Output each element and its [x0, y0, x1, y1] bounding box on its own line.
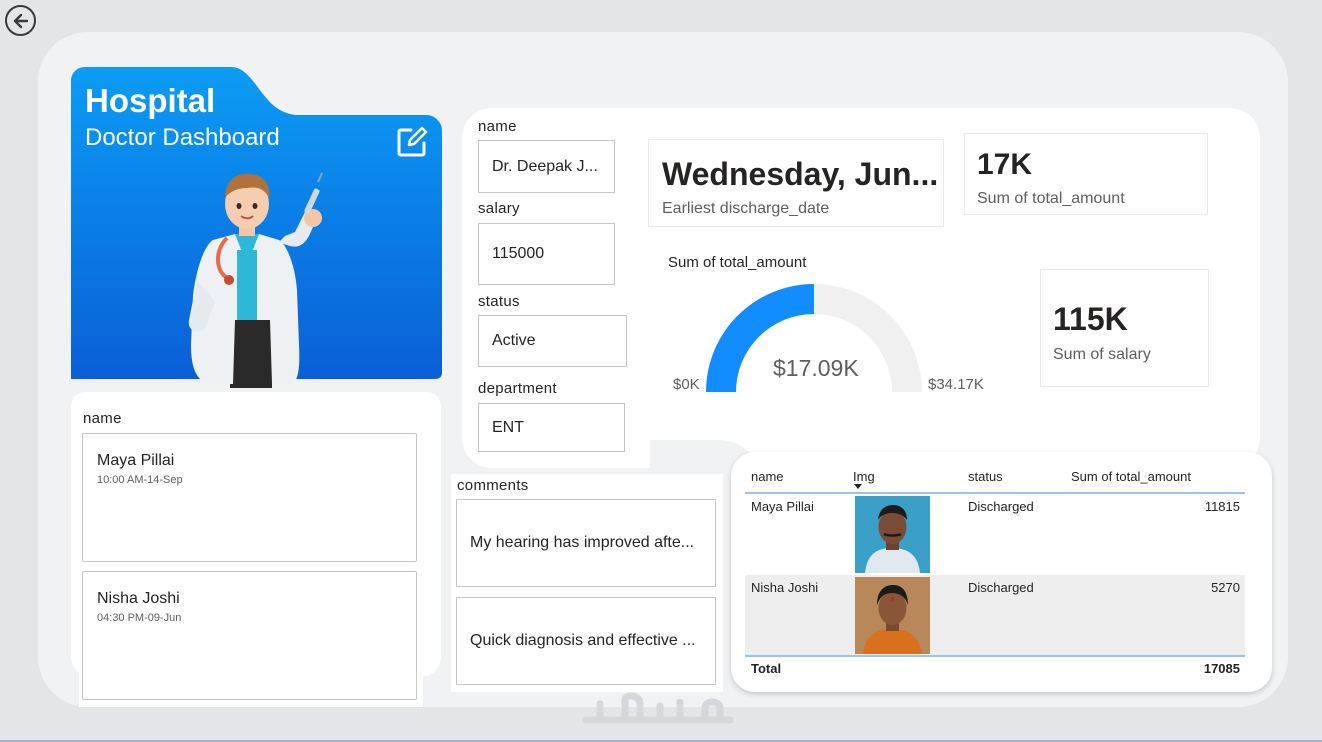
- cell-status: Discharged: [968, 499, 1034, 514]
- gauge-title: Sum of total_amount: [668, 254, 807, 271]
- header-divider: [745, 492, 1245, 494]
- watermark-logo: [580, 690, 740, 740]
- department-slicer[interactable]: ENT: [478, 403, 625, 452]
- table-row[interactable]: [745, 494, 1245, 575]
- bottom-border: [0, 740, 1322, 742]
- patient-card[interactable]: Maya Pillai 10:00 AM-14-Sep: [82, 433, 417, 562]
- total-amount-label: Sum of total_amount: [977, 190, 1125, 207]
- back-button[interactable]: [5, 5, 36, 36]
- watermark-mark: [582, 692, 734, 724]
- comments-label: comments: [457, 477, 529, 494]
- total-divider: [745, 655, 1245, 657]
- total-label: Total: [751, 661, 782, 676]
- gauge-min: $0K: [673, 376, 700, 393]
- department-label: department: [478, 380, 557, 397]
- patient-name: Nisha Joshi: [97, 590, 180, 607]
- salary-slicer[interactable]: 115000: [478, 223, 615, 285]
- doctor-illustration: [188, 172, 323, 388]
- total-amount-card: 17K Sum of total_amount: [964, 133, 1208, 215]
- cell-amount: 11815: [1204, 499, 1240, 514]
- patients-slicer-label: name: [83, 410, 122, 427]
- cell-status: Discharged: [968, 580, 1034, 595]
- doctor-name-slicer[interactable]: Dr. Deepak J...: [478, 140, 615, 193]
- column-header-img[interactable]: Img: [853, 469, 875, 484]
- patient-name: Maya Pillai: [97, 452, 175, 469]
- appointment-time: 04:30 PM-09-Jun: [97, 612, 182, 624]
- cell-name: Maya Pillai: [751, 499, 814, 514]
- cell-amount: 5270: [1211, 580, 1240, 595]
- comment-item[interactable]: Quick diagnosis and effective ...: [456, 597, 716, 685]
- total-amount-value: 17K: [977, 148, 1033, 181]
- salary-kpi-label: Sum of salary: [1053, 346, 1151, 363]
- column-header-name[interactable]: name: [751, 469, 784, 484]
- column-header-amount[interactable]: Sum of total_amount: [1071, 469, 1191, 484]
- arrow-left-icon: [13, 13, 28, 28]
- patient-card[interactable]: Nisha Joshi 04:30 PM-09-Jun: [82, 571, 417, 700]
- discharge-date-card: Wednesday, Jun... Earliest discharge_dat…: [648, 139, 944, 227]
- column-header-status[interactable]: status: [968, 469, 1003, 484]
- sort-desc-icon[interactable]: [853, 484, 863, 490]
- discharge-date-value: Wednesday, Jun...: [662, 156, 939, 192]
- gauge-max: $34.17K: [928, 376, 984, 393]
- edit-icon[interactable]: [396, 125, 429, 158]
- gauge-fill: [706, 284, 814, 392]
- table-row[interactable]: [745, 575, 1245, 655]
- salary-label: salary: [478, 200, 520, 217]
- patient-photo: [855, 577, 930, 654]
- appointment-time: 10:00 AM-14-Sep: [97, 474, 183, 486]
- status-slicer[interactable]: Active: [478, 315, 627, 367]
- total-value: 17085: [1203, 661, 1240, 676]
- cell-name: Nisha Joshi: [751, 580, 819, 595]
- gauge-value: $17.09K: [773, 355, 859, 381]
- hero-subtitle: Doctor Dashboard: [85, 124, 280, 151]
- hero-title: Hospital: [85, 82, 216, 119]
- salary-kpi-value: 115K: [1053, 301, 1128, 337]
- comment-item[interactable]: My hearing has improved afte...: [456, 499, 716, 587]
- discharge-date-label: Earliest discharge_date: [662, 200, 830, 217]
- patient-photo: [855, 496, 930, 573]
- gauge-chart: [706, 284, 922, 392]
- salary-card: 115K Sum of salary: [1040, 269, 1209, 387]
- doctor-name-label: name: [478, 118, 517, 135]
- status-label: status: [478, 293, 520, 310]
